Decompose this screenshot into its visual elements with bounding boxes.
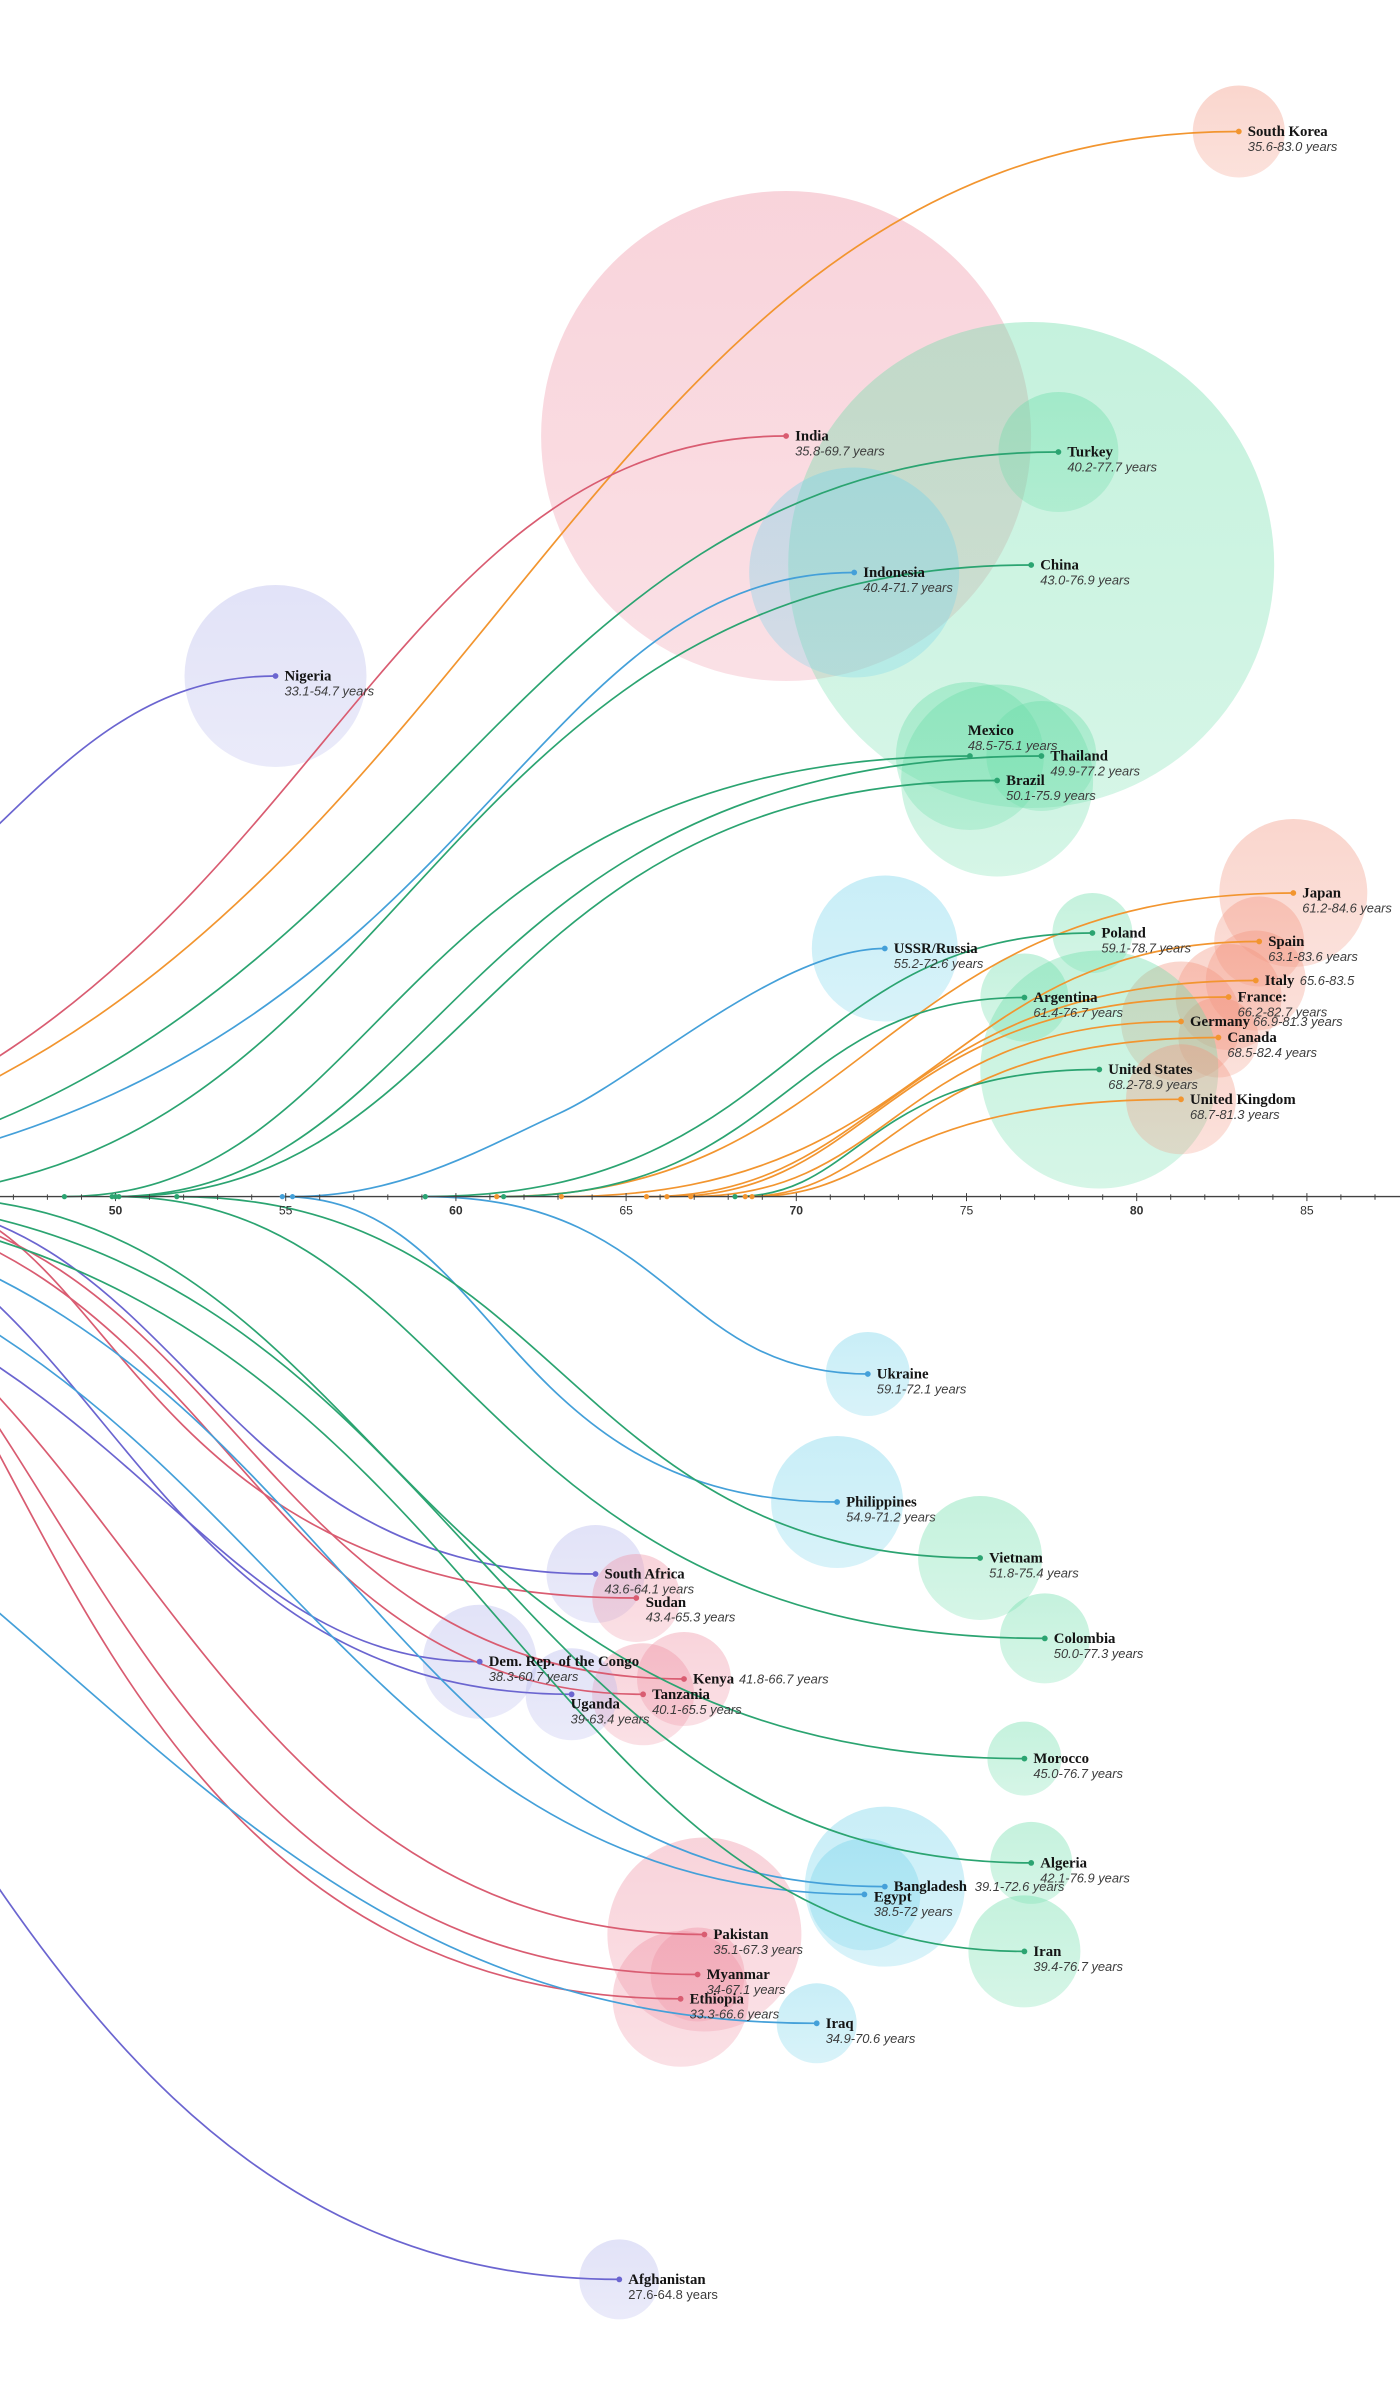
svg-text:48.5-75.1 years: 48.5-75.1 years — [968, 738, 1058, 753]
svg-text:61.4-76.7 years: 61.4-76.7 years — [1033, 1005, 1123, 1020]
svg-text:85: 85 — [1300, 1204, 1314, 1218]
svg-text:Japan: Japan — [1302, 886, 1341, 902]
svg-text:34.9-70.6 years: 34.9-70.6 years — [826, 2031, 916, 2046]
svg-text:Dem. Rep. of the Congo: Dem. Rep. of the Congo — [489, 1654, 639, 1670]
svg-text:68.7-81.3 years: 68.7-81.3 years — [1190, 1107, 1280, 1122]
svg-text:France:: France: — [1238, 990, 1287, 1006]
svg-text:43.4-65.3 years: 43.4-65.3 years — [646, 1610, 736, 1625]
svg-text:Argentina: Argentina — [1033, 990, 1098, 1006]
svg-text:United Kingdom: United Kingdom — [1190, 1092, 1296, 1108]
svg-text:45.0-76.7 years: 45.0-76.7 years — [1033, 1766, 1123, 1781]
svg-text:80: 80 — [1130, 1204, 1144, 1218]
svg-text:Ethiopia: Ethiopia — [690, 1991, 745, 2007]
svg-text:Morocco: Morocco — [1033, 1751, 1089, 1767]
svg-text:66.2-82.7 years: 66.2-82.7 years — [1238, 1005, 1328, 1020]
svg-text:Egypt: Egypt — [874, 1890, 912, 1906]
svg-text:Italy: Italy — [1265, 973, 1295, 989]
svg-text:49.9-77.2 years: 49.9-77.2 years — [1050, 764, 1140, 779]
svg-text:Nigeria: Nigeria — [285, 669, 332, 685]
svg-text:65: 65 — [619, 1204, 633, 1218]
svg-text:63.1-83.6 years: 63.1-83.6 years — [1268, 949, 1358, 964]
svg-text:55.2-72.6 years: 55.2-72.6 years — [894, 956, 984, 971]
svg-text:Spain: Spain — [1268, 934, 1304, 950]
svg-text:50.1-75.9 years: 50.1-75.9 years — [1006, 788, 1096, 803]
svg-text:38.5-72 years: 38.5-72 years — [874, 1904, 953, 1919]
svg-text:41.8-66.7 years: 41.8-66.7 years — [739, 1672, 829, 1687]
svg-text:65.6-83.5: 65.6-83.5 — [1300, 973, 1355, 988]
svg-text:33.3-66.6 years: 33.3-66.6 years — [690, 2006, 780, 2021]
svg-text:Turkey: Turkey — [1067, 445, 1113, 461]
svg-text:Philippines: Philippines — [846, 1495, 917, 1511]
svg-text:68.5-82.4 years: 68.5-82.4 years — [1227, 1045, 1317, 1060]
svg-text:USSR/Russia: USSR/Russia — [894, 941, 978, 957]
svg-text:68.2-78.9 years: 68.2-78.9 years — [1108, 1077, 1198, 1092]
svg-text:Poland: Poland — [1101, 926, 1146, 942]
svg-text:Germany: Germany — [1190, 1014, 1251, 1030]
svg-text:50.0-77.3 years: 50.0-77.3 years — [1054, 1646, 1144, 1661]
svg-text:Thailand: Thailand — [1050, 749, 1108, 765]
svg-text:35.6-83.0 years: 35.6-83.0 years — [1248, 139, 1338, 154]
svg-text:60: 60 — [449, 1204, 463, 1218]
svg-text:Afghanistan: Afghanistan — [628, 2272, 705, 2288]
svg-text:59.1-78.7 years: 59.1-78.7 years — [1101, 941, 1191, 956]
svg-text:Canada: Canada — [1227, 1030, 1277, 1046]
svg-text:Vietnam: Vietnam — [989, 1551, 1043, 1567]
svg-text:39-63.4 years: 39-63.4 years — [571, 1711, 650, 1726]
svg-text:Iran: Iran — [1033, 1944, 1061, 1960]
svg-text:51.8-75.4 years: 51.8-75.4 years — [989, 1566, 1079, 1581]
svg-text:Uganda: Uganda — [571, 1697, 621, 1713]
svg-text:35.1-67.3 years: 35.1-67.3 years — [713, 1942, 803, 1957]
svg-text:27.6-64.8 years: 27.6-64.8 years — [628, 2287, 718, 2302]
svg-text:Sudan: Sudan — [646, 1595, 686, 1611]
svg-text:Ukraine: Ukraine — [877, 1367, 929, 1383]
svg-text:Bangladesh: Bangladesh — [894, 1879, 967, 1895]
svg-text:39.1-72.6 years: 39.1-72.6 years — [975, 1879, 1065, 1894]
svg-text:35.8-69.7 years: 35.8-69.7 years — [795, 444, 885, 459]
svg-text:Mexico: Mexico — [968, 723, 1014, 739]
svg-text:40.2-77.7 years: 40.2-77.7 years — [1067, 460, 1157, 475]
svg-text:43.0-76.9 years: 43.0-76.9 years — [1040, 573, 1130, 588]
svg-text:42.1-76.9 years: 42.1-76.9 years — [1040, 1870, 1130, 1885]
svg-text:33.1-54.7 years: 33.1-54.7 years — [285, 684, 375, 699]
svg-text:39.4-76.7 years: 39.4-76.7 years — [1033, 1959, 1123, 1974]
svg-text:59.1-72.1 years: 59.1-72.1 years — [877, 1382, 967, 1397]
svg-text:South Africa: South Africa — [605, 1567, 686, 1583]
svg-text:Pakistan: Pakistan — [713, 1927, 768, 1943]
svg-text:34-67.1 years: 34-67.1 years — [707, 1982, 786, 1997]
svg-text:China: China — [1040, 558, 1079, 574]
svg-text:Kenya: Kenya — [693, 1672, 735, 1688]
svg-text:Myanmar: Myanmar — [707, 1967, 771, 1983]
svg-text:40.4-71.7 years: 40.4-71.7 years — [863, 580, 953, 595]
svg-text:38.3-60.7 years: 38.3-60.7 years — [489, 1669, 579, 1684]
svg-text:Indonesia: Indonesia — [863, 565, 925, 581]
svg-text:66.9-81.3 years: 66.9-81.3 years — [1253, 1014, 1343, 1029]
svg-text:United States: United States — [1108, 1062, 1193, 1078]
svg-text:43.6-64.1 years: 43.6-64.1 years — [605, 1582, 695, 1597]
svg-text:Brazil: Brazil — [1006, 773, 1045, 789]
svg-text:75: 75 — [960, 1204, 974, 1218]
svg-text:Tanzania: Tanzania — [652, 1687, 710, 1703]
svg-text:India: India — [795, 429, 829, 445]
svg-text:40.1-65.5 years: 40.1-65.5 years — [652, 1702, 742, 1717]
svg-text:South Korea: South Korea — [1248, 124, 1328, 140]
svg-text:Colombia: Colombia — [1054, 1631, 1116, 1647]
svg-text:Algeria: Algeria — [1040, 1855, 1087, 1871]
svg-text:61.2-84.6 years: 61.2-84.6 years — [1302, 901, 1392, 916]
svg-text:54.9-71.2 years: 54.9-71.2 years — [846, 1510, 936, 1525]
svg-text:Iraq: Iraq — [826, 2016, 855, 2032]
svg-text:70: 70 — [790, 1204, 804, 1218]
svg-text:55: 55 — [279, 1204, 293, 1218]
svg-text:50: 50 — [109, 1204, 123, 1218]
